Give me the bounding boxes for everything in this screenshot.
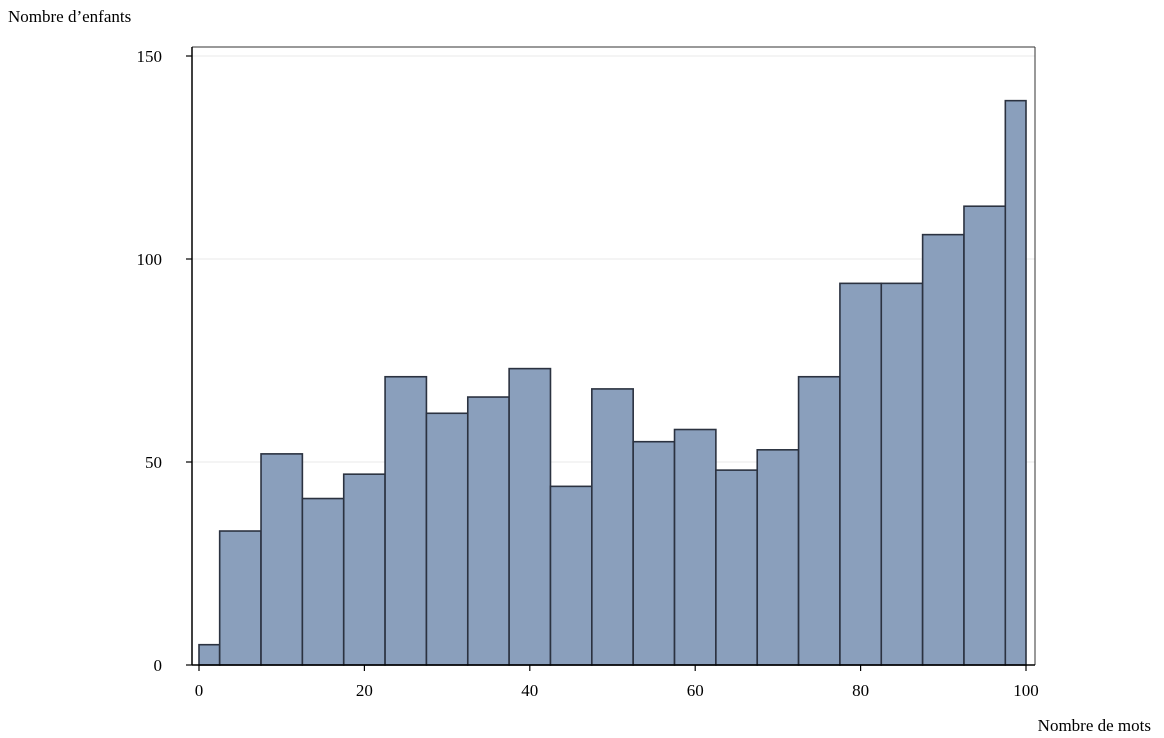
histogram-bar-15 [797,375,841,666]
histogram-bar-16 [839,282,883,666]
histogram-bar-7 [466,396,510,666]
tick-labels: 0 50 100 150 0 20 40 60 80 100 [137,47,1039,700]
histogram-bar-10 [591,388,634,666]
y-tick-label-0: 0 [154,656,163,675]
histogram-bar-6 [425,412,469,666]
x-axis-title: Nombre de mots [1038,716,1151,735]
x-tick-label-20: 20 [356,681,373,700]
y-tick-label-100: 100 [137,250,163,269]
histogram-bar-19 [963,205,1007,666]
y-tick-label-150: 150 [137,47,163,66]
histogram-bar-11 [632,440,676,666]
histogram-bars [198,99,1027,666]
histogram-bar-20 [1004,99,1027,666]
y-axis-title: Nombre d’enfants [8,7,131,26]
histogram-bar-0 [198,643,221,666]
histogram-bar-17 [880,282,924,666]
histogram-bar-13 [715,469,759,666]
histogram-bar-3 [301,497,345,666]
histogram-bar-18 [921,233,965,666]
histogram-bar-8 [508,367,552,666]
histogram-bar-9 [549,485,593,666]
histogram-bar-1 [218,530,262,666]
histogram-bar-12 [673,428,717,666]
histogram-bar-14 [756,449,800,666]
x-tick-label-40: 40 [521,681,538,700]
x-tick-label-100: 100 [1013,681,1039,700]
histogram-bar-2 [260,453,304,666]
y-tick-label-50: 50 [145,453,162,472]
histogram-bar-5 [384,375,428,666]
axes [186,46,1036,671]
x-tick-label-0: 0 [195,681,204,700]
x-tick-label-60: 60 [687,681,704,700]
x-tick-label-80: 80 [852,681,869,700]
histogram-bar-4 [342,473,386,666]
